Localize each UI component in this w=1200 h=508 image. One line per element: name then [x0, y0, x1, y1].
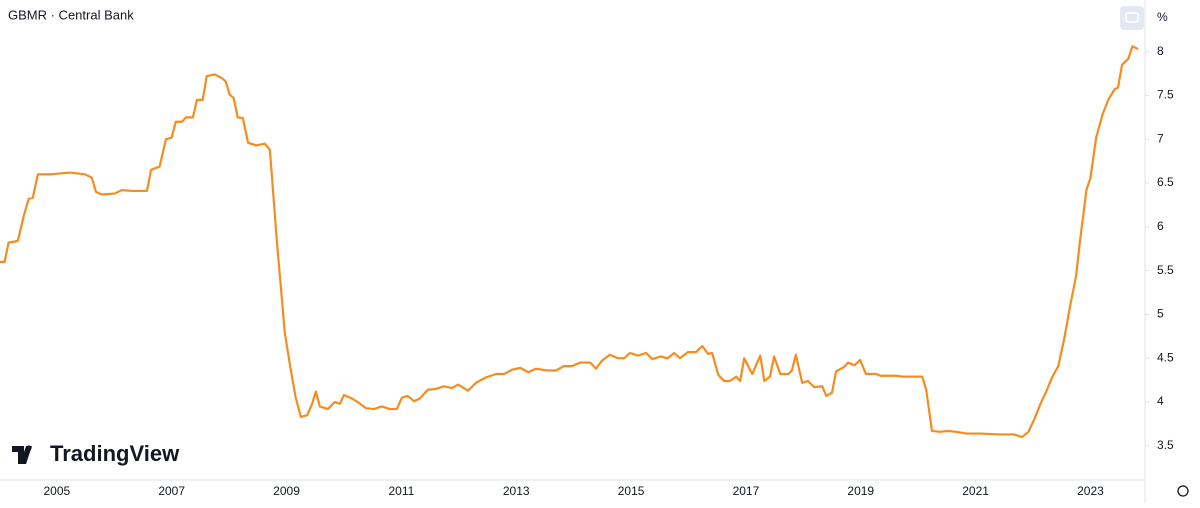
chart-title: GBMR · Central Bank — [8, 7, 134, 22]
y-tick-label: 5.5 — [1157, 263, 1174, 277]
y-tick-label: 5 — [1157, 307, 1164, 321]
y-tick-label: 6.5 — [1157, 175, 1174, 189]
x-tick-label: 2015 — [618, 484, 645, 498]
scale-button[interactable] — [1120, 6, 1144, 30]
y-tick-label: 4 — [1157, 394, 1164, 408]
x-tick-label: 2005 — [43, 484, 70, 498]
x-tick-label: 2007 — [158, 484, 185, 498]
logo-icon — [12, 446, 32, 464]
x-tick-label: 2009 — [273, 484, 300, 498]
watermark: TradingView — [50, 441, 180, 466]
logo: TradingView — [12, 441, 180, 466]
y-tick-label: 3.5 — [1157, 438, 1174, 452]
y-tick-label: 4.5 — [1157, 350, 1174, 364]
unit-label: % — [1157, 10, 1168, 24]
y-tick-label: 7 — [1157, 131, 1164, 145]
series-line — [0, 45, 1139, 439]
y-tick-label: 6 — [1157, 219, 1164, 233]
y-tick-label: 8 — [1157, 44, 1164, 58]
x-tick-label: 2013 — [503, 484, 530, 498]
logo-dot — [26, 445, 32, 451]
scale-icon — [1125, 12, 1139, 23]
settings-button[interactable] — [1177, 485, 1189, 497]
y-tick-label: 7.5 — [1157, 88, 1174, 102]
x-tick-label: 2021 — [962, 484, 989, 498]
x-tick-label: 2023 — [1077, 484, 1104, 498]
x-tick-label: 2019 — [847, 484, 874, 498]
x-tick-label: 2017 — [733, 484, 760, 498]
x-tick-label: 2011 — [388, 484, 414, 498]
